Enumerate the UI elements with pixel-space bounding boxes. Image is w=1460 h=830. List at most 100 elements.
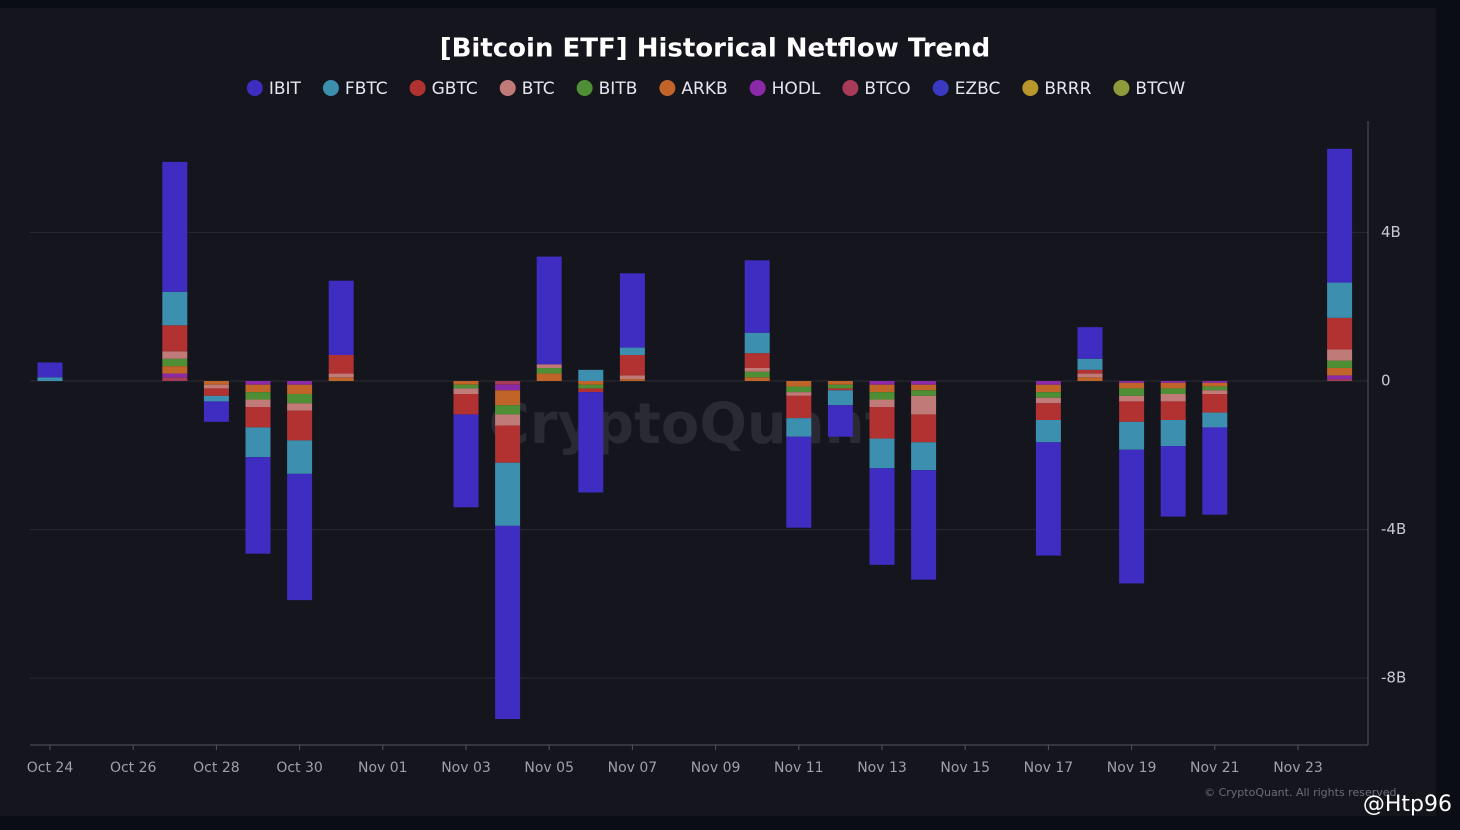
bar-segment xyxy=(203,395,229,402)
bar-segment xyxy=(578,388,604,393)
bar-segment xyxy=(744,377,770,381)
x-tick-label: Oct 26 xyxy=(110,760,157,776)
bar-segment xyxy=(162,377,188,381)
bar-segment xyxy=(245,427,271,458)
bar-segment xyxy=(287,473,313,601)
x-tick-label: Nov 11 xyxy=(774,760,824,776)
x-tick-label: Oct 30 xyxy=(276,760,322,776)
bar-segment xyxy=(328,377,354,381)
bar-segment xyxy=(1035,384,1061,393)
bar-segment xyxy=(453,381,479,385)
bar-segment xyxy=(495,381,521,385)
bar-segment xyxy=(786,392,812,396)
bar-segment xyxy=(1160,446,1186,517)
bar-segment xyxy=(245,399,271,407)
bar-segment xyxy=(1160,394,1186,402)
bar-segment xyxy=(578,384,604,389)
bar-segment xyxy=(744,371,770,378)
bar-segment xyxy=(37,362,63,378)
x-tick-label: Nov 19 xyxy=(1107,760,1157,776)
y-tick-label: 4B xyxy=(1381,223,1401,241)
bar-segment xyxy=(495,425,521,463)
bar-segment xyxy=(578,369,604,381)
bar-segment xyxy=(453,414,479,508)
bar-segment xyxy=(1327,148,1353,283)
bar-segment xyxy=(1119,381,1145,383)
legend-marker xyxy=(1113,80,1130,96)
bar-segment xyxy=(1160,420,1186,446)
x-tick-label: Nov 17 xyxy=(1024,760,1074,776)
bar-segment xyxy=(162,351,188,359)
bar-segment xyxy=(1327,368,1353,376)
legend-label: FBTC xyxy=(345,79,388,99)
legend: IBIT FBTC GBTC BTC BITB ARKB HODL BTCO EZBC BRRR B… xyxy=(246,79,1185,99)
x-tick-label: Oct 28 xyxy=(193,760,239,776)
bar-segment xyxy=(619,379,645,381)
bar-segment xyxy=(1119,401,1145,422)
legend-marker xyxy=(1022,80,1039,96)
bar-segment xyxy=(1160,382,1186,389)
bar-segment xyxy=(162,325,188,352)
bar-segment xyxy=(827,381,853,385)
bar-segment xyxy=(869,399,895,407)
bar-segment xyxy=(203,401,229,422)
bar-segment xyxy=(1035,403,1061,420)
y-tick-label: 0 xyxy=(1381,372,1391,390)
legend-marker xyxy=(659,80,676,96)
bar-segment xyxy=(827,384,853,389)
x-tick-label: Nov 13 xyxy=(857,760,907,776)
bar-segment xyxy=(1077,358,1103,370)
bar-segment xyxy=(786,381,812,387)
x-tick-label: Nov 05 xyxy=(524,760,574,776)
bar-segment xyxy=(495,384,521,391)
bar-segment xyxy=(1035,442,1061,556)
bar-segment xyxy=(287,394,313,404)
bar-segment xyxy=(1327,375,1353,380)
bar-segment xyxy=(328,355,354,374)
bar-segment xyxy=(1035,381,1061,385)
bar-segment xyxy=(1035,392,1061,398)
x-tick-label: Nov 15 xyxy=(940,760,990,776)
bar-segment xyxy=(245,392,271,400)
bar-segment xyxy=(1119,395,1145,402)
bar-segment xyxy=(1119,421,1145,450)
bar-segment xyxy=(744,260,770,333)
bar-segment xyxy=(911,395,937,415)
credit: @Htp96 xyxy=(1363,792,1452,817)
legend-label: HODL xyxy=(772,79,821,99)
bar-segment xyxy=(1327,282,1353,318)
x-tick-label: Nov 07 xyxy=(608,760,658,776)
bar-segment xyxy=(495,405,521,415)
bar-segment xyxy=(328,373,354,378)
bar-segment xyxy=(495,390,521,406)
bar-segment xyxy=(1160,381,1186,383)
bar-segment xyxy=(536,368,562,374)
bar-segment xyxy=(287,381,313,385)
y-tick-label: -8B xyxy=(1381,669,1406,687)
legend-marker xyxy=(842,80,859,96)
bar-segment xyxy=(619,355,645,376)
bar-segment xyxy=(911,442,937,471)
bar-segment xyxy=(869,381,895,385)
bar-segment xyxy=(245,457,271,554)
bar-segment xyxy=(911,414,937,443)
bar-segment xyxy=(911,390,937,396)
bar-segment xyxy=(827,388,853,391)
bar-segment xyxy=(162,358,188,367)
bar-segment xyxy=(786,436,812,528)
x-tick-label: Nov 23 xyxy=(1273,760,1323,776)
bar-segment xyxy=(536,373,562,381)
bar-segment xyxy=(495,414,521,426)
bar-segment xyxy=(619,375,645,380)
bar-segment xyxy=(328,280,354,355)
bar-segment xyxy=(536,364,562,368)
x-tick-label: Nov 03 xyxy=(441,760,491,776)
bar-segment xyxy=(245,381,271,385)
bar-segment xyxy=(1202,412,1228,428)
bar-segment xyxy=(203,388,229,396)
bar-segment xyxy=(1327,360,1353,368)
legend-marker xyxy=(322,80,339,96)
bar-segment xyxy=(162,291,188,326)
bar-segment xyxy=(1077,327,1103,359)
